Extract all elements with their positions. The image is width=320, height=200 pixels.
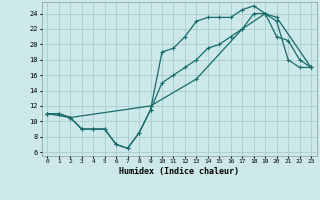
X-axis label: Humidex (Indice chaleur): Humidex (Indice chaleur) <box>119 167 239 176</box>
